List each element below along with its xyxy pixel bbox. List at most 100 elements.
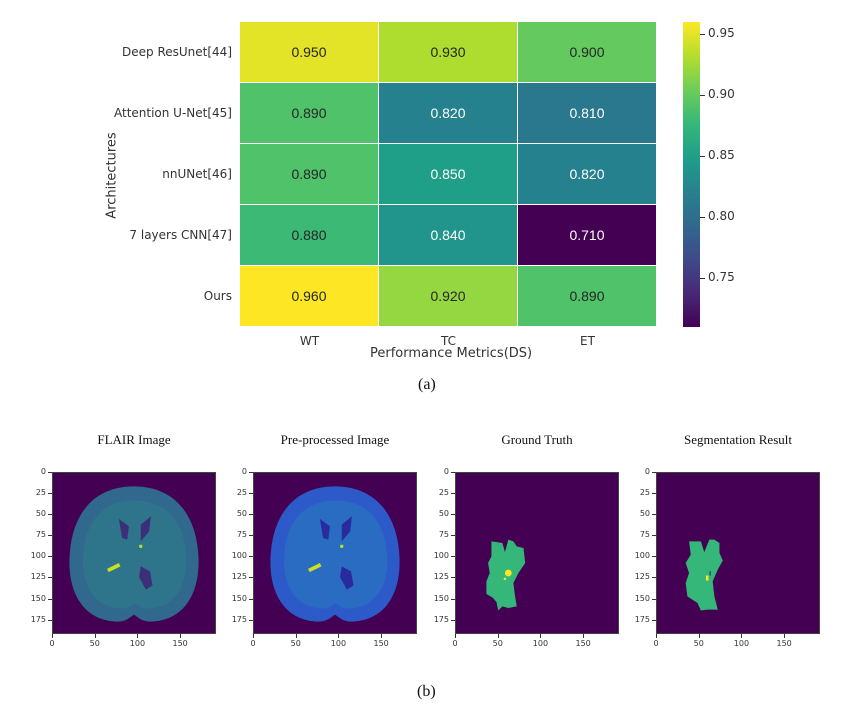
- x-tick-label: 100: [733, 639, 750, 648]
- y-tick-label: 125: [634, 572, 650, 582]
- y-tick: [48, 514, 52, 516]
- row-label: Deep ResUnet[44]: [122, 45, 232, 59]
- heatmap-cell: 0.890: [240, 83, 378, 143]
- heatmap-cell: 0.950: [240, 22, 378, 82]
- y-tick-label: 25: [35, 488, 46, 498]
- x-tick: [295, 634, 297, 638]
- y-tick: [451, 619, 455, 621]
- y-tick-label: 150: [634, 593, 650, 603]
- y-tick-label: 50: [639, 509, 650, 519]
- y-tick: [48, 535, 52, 537]
- x-tick-label: 100: [532, 639, 549, 648]
- y-tick: [249, 577, 253, 579]
- colorbar-tick-label: 0.85: [708, 148, 735, 163]
- y-tick: [48, 472, 52, 473]
- panel-image: [253, 472, 417, 634]
- heatmap-cell: 0.840: [379, 205, 517, 265]
- y-tick: [652, 556, 656, 558]
- y-tick-label: 75: [35, 530, 46, 540]
- x-tick-label: 50: [290, 639, 301, 648]
- heatmap-cell: 0.880: [240, 205, 378, 265]
- y-tick: [249, 535, 253, 537]
- y-tick-label: 0: [241, 467, 247, 476]
- column-label: TC: [440, 334, 456, 348]
- x-tick: [137, 634, 139, 638]
- caption-a: (a): [418, 376, 436, 393]
- x-tick-label: 50: [89, 639, 100, 648]
- x-tick: [94, 634, 96, 638]
- y-tick: [451, 577, 455, 579]
- x-tick: [583, 634, 585, 638]
- y-tick: [652, 535, 656, 537]
- y-tick: [249, 619, 253, 621]
- y-tick-label: 150: [433, 593, 449, 603]
- y-tick-label: 0: [40, 467, 46, 476]
- heatmap-cell: 0.850: [379, 144, 517, 204]
- y-tick: [48, 577, 52, 579]
- x-tick: [741, 634, 743, 638]
- x-tick-label: 100: [129, 639, 146, 648]
- y-tick-label: 50: [35, 509, 46, 519]
- row-label: 7 layers CNN[47]: [129, 228, 232, 242]
- y-tick-label: 25: [639, 488, 650, 498]
- heatmap-cell: 0.900: [518, 22, 656, 82]
- y-tick: [48, 493, 52, 495]
- row-label: Ours: [203, 289, 232, 303]
- x-tick-label: 50: [693, 639, 704, 648]
- y-tick-label: 0: [644, 467, 650, 476]
- colorbar-tick: [700, 34, 705, 36]
- y-tick: [249, 556, 253, 558]
- y-tick-label: 0: [443, 467, 449, 476]
- y-tick: [249, 493, 253, 495]
- x-tick: [253, 634, 254, 638]
- y-tick-label: 100: [634, 551, 650, 561]
- panel-title: Ground Truth: [501, 432, 573, 447]
- y-tick: [48, 556, 52, 558]
- x-tick-label: 0: [653, 639, 659, 648]
- panel-title: Pre-processed Image: [280, 432, 390, 447]
- y-tick-label: 50: [236, 509, 247, 519]
- panel-image: [52, 472, 216, 634]
- y-tick: [652, 514, 656, 516]
- heatmap-cell: 0.960: [240, 266, 378, 326]
- colorbar: [683, 22, 700, 327]
- y-tick-label: 125: [30, 572, 46, 582]
- x-tick-label: 150: [575, 639, 591, 648]
- x-tick-label: 100: [330, 639, 347, 648]
- y-tick-label: 125: [231, 572, 247, 582]
- y-tick: [652, 493, 656, 495]
- y-tick-label: 150: [231, 593, 247, 603]
- x-tick-label: 150: [373, 639, 389, 648]
- y-tick-label: 175: [231, 614, 247, 624]
- colorbar-tick: [700, 217, 705, 219]
- x-tick: [381, 634, 383, 638]
- y-axis-label: Architectures: [104, 132, 120, 219]
- y-tick: [249, 514, 253, 516]
- y-tick-label: 175: [433, 614, 449, 624]
- x-tick-label: 150: [172, 639, 188, 648]
- y-tick-label: 25: [438, 488, 449, 498]
- heatmap-cell: 0.920: [379, 266, 517, 326]
- x-tick: [698, 634, 700, 638]
- panel-image: [656, 472, 820, 634]
- heatmap-cell: 0.890: [518, 266, 656, 326]
- y-tick: [48, 619, 52, 621]
- y-tick: [652, 577, 656, 579]
- y-tick-label: 150: [30, 593, 46, 603]
- y-tick: [451, 514, 455, 516]
- colorbar-tick-label: 0.80: [708, 209, 735, 224]
- y-tick-label: 100: [433, 551, 449, 561]
- row-label: nnUNet[46]: [162, 167, 232, 181]
- y-tick-label: 100: [30, 551, 46, 561]
- colorbar-tick: [700, 95, 705, 97]
- heatmap-cell: 0.710: [518, 205, 656, 265]
- y-tick-label: 25: [236, 488, 247, 498]
- y-tick: [652, 472, 656, 473]
- heatmap-cell: 0.820: [518, 144, 656, 204]
- y-tick: [451, 556, 455, 558]
- y-tick: [48, 598, 52, 600]
- colorbar-tick-label: 0.95: [708, 26, 735, 41]
- x-tick: [784, 634, 786, 638]
- panel-title: Segmentation Result: [684, 432, 792, 447]
- colorbar-tick: [700, 278, 705, 280]
